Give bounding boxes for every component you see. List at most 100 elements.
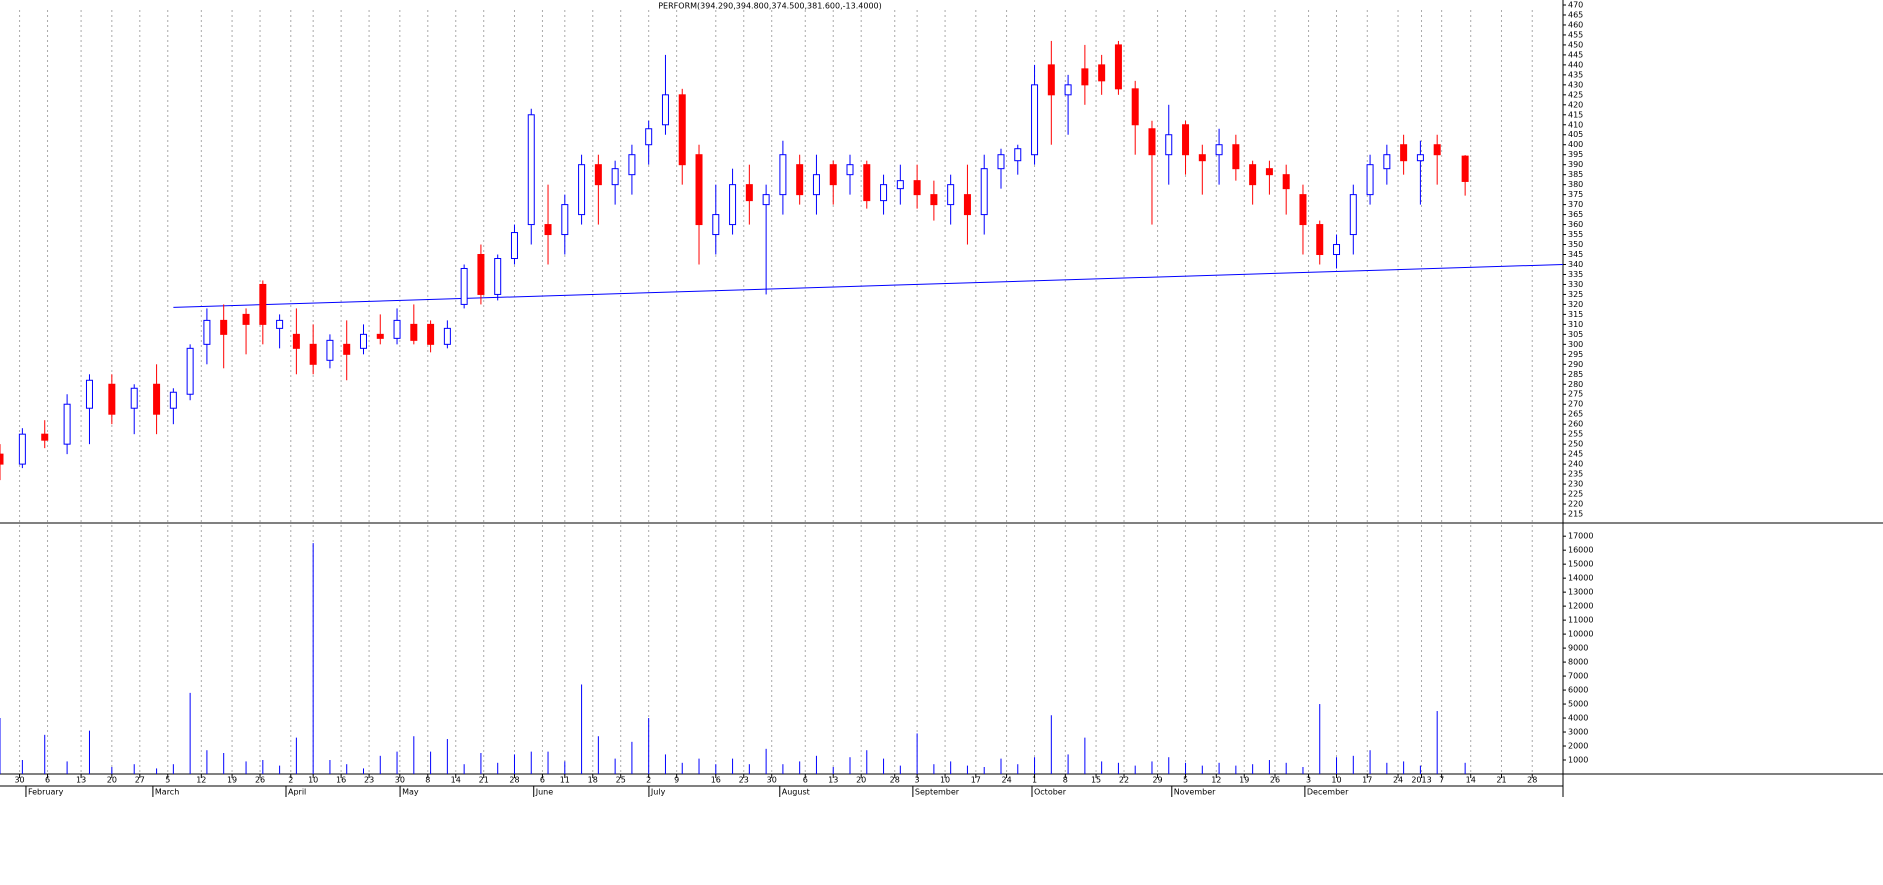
y-tick-label: 250	[1568, 440, 1583, 449]
candle-body	[460, 267, 468, 305]
candle-body	[628, 154, 636, 176]
candle-body	[745, 184, 753, 202]
month-label: November	[1174, 788, 1216, 797]
candle-body	[477, 254, 485, 295]
candle-body	[443, 327, 451, 345]
x-tick-label: 10	[940, 776, 950, 785]
candle-body	[1461, 155, 1469, 182]
candle-body	[1232, 144, 1240, 170]
x-tick-label: 26	[1270, 776, 1280, 785]
y-tick-label: 385	[1568, 170, 1583, 179]
candle-body	[108, 383, 116, 415]
x-tick-label: 6	[803, 776, 808, 785]
volume-tick-label: 15000	[1568, 560, 1593, 569]
x-tick-label: 24	[1393, 776, 1403, 785]
x-tick-label: 14	[1466, 776, 1476, 785]
candle-body	[1131, 88, 1139, 126]
y-tick-label: 445	[1568, 50, 1583, 59]
x-tick-label: 8	[1063, 776, 1068, 785]
candle-body	[762, 194, 770, 206]
candle-body	[829, 164, 837, 186]
y-tick-label: 265	[1568, 410, 1583, 419]
candle-body	[259, 283, 267, 325]
candle-body	[913, 180, 921, 196]
candle-body	[63, 403, 71, 445]
x-tick-label: 13	[828, 776, 838, 785]
y-tick-label: 430	[1568, 80, 1583, 89]
y-tick-label: 340	[1568, 260, 1583, 269]
x-tick-label: 14	[451, 776, 461, 785]
x-tick-label: 2013	[1411, 776, 1431, 785]
y-tick-label: 330	[1568, 280, 1583, 289]
candle-body	[947, 184, 955, 206]
y-tick-label: 240	[1568, 460, 1583, 469]
y-tick-label: 440	[1568, 60, 1583, 69]
y-tick-label: 325	[1568, 290, 1583, 299]
x-tick-label: 28	[1527, 776, 1537, 785]
x-tick-label: 23	[739, 776, 749, 785]
y-tick-label: 220	[1568, 500, 1583, 509]
x-tick-label: 2	[646, 776, 651, 785]
y-tick-label: 305	[1568, 330, 1583, 339]
y-tick-label: 380	[1568, 180, 1583, 189]
x-tick-label: 16	[336, 776, 346, 785]
x-tick-label: 26	[255, 776, 265, 785]
trendline	[173, 263, 1564, 308]
candle-body	[326, 339, 334, 361]
candle-body	[292, 333, 300, 349]
y-tick-label: 465	[1568, 10, 1583, 19]
x-tick-label: 15	[1091, 776, 1101, 785]
y-tick-label: 320	[1568, 300, 1583, 309]
y-tick-label: 365	[1568, 210, 1583, 219]
x-tick-label: 5	[165, 776, 170, 785]
candle-body	[661, 94, 669, 126]
y-tick-label: 255	[1568, 430, 1583, 439]
month-label: March	[155, 788, 179, 797]
candle-body	[1148, 128, 1156, 156]
x-tick-label: 18	[588, 776, 598, 785]
x-tick-label: 21	[479, 776, 489, 785]
y-tick-label: 370	[1568, 200, 1583, 209]
x-tick-label: 21	[1496, 776, 1506, 785]
candle-body	[494, 258, 502, 295]
volume-tick-label: 9000	[1568, 644, 1588, 653]
candle-body	[1081, 68, 1089, 86]
x-tick-label: 24	[1001, 776, 1011, 785]
candle-body	[1198, 154, 1206, 162]
candle-body	[85, 379, 93, 409]
month-label: October	[1034, 788, 1067, 797]
y-tick-label: 390	[1568, 160, 1583, 169]
x-tick-label: 29	[1152, 776, 1162, 785]
x-tick-label: 2	[288, 776, 293, 785]
candle-body	[1400, 144, 1408, 162]
candle-body	[276, 319, 284, 329]
candle-body	[242, 313, 250, 325]
y-tick-label: 280	[1568, 380, 1583, 389]
candle-body	[153, 383, 161, 415]
y-tick-label: 425	[1568, 90, 1583, 99]
volume-tick-label: 11000	[1568, 616, 1593, 625]
y-tick-label: 470	[1568, 0, 1583, 9]
candle-body	[0, 453, 4, 465]
candle-body	[1215, 144, 1223, 156]
candle-body	[578, 164, 586, 216]
candle-body	[220, 319, 228, 335]
y-tick-label: 405	[1568, 130, 1583, 139]
candle-body	[896, 180, 904, 190]
candle-body	[1249, 164, 1257, 186]
month-label: August	[782, 788, 810, 797]
candle-body	[729, 184, 737, 226]
month-label: December	[1307, 788, 1349, 797]
candle-body	[963, 194, 971, 216]
x-tick-label: 25	[616, 776, 626, 785]
candle-body	[930, 194, 938, 206]
candle-body	[611, 168, 619, 186]
candle-body	[510, 232, 518, 260]
y-tick-label: 350	[1568, 240, 1583, 249]
candle-body	[41, 433, 49, 441]
x-tick-label: 22	[1119, 776, 1129, 785]
volume-tick-label: 8000	[1568, 658, 1588, 667]
x-tick-label: 13	[76, 776, 86, 785]
y-tick-label: 225	[1568, 490, 1583, 499]
